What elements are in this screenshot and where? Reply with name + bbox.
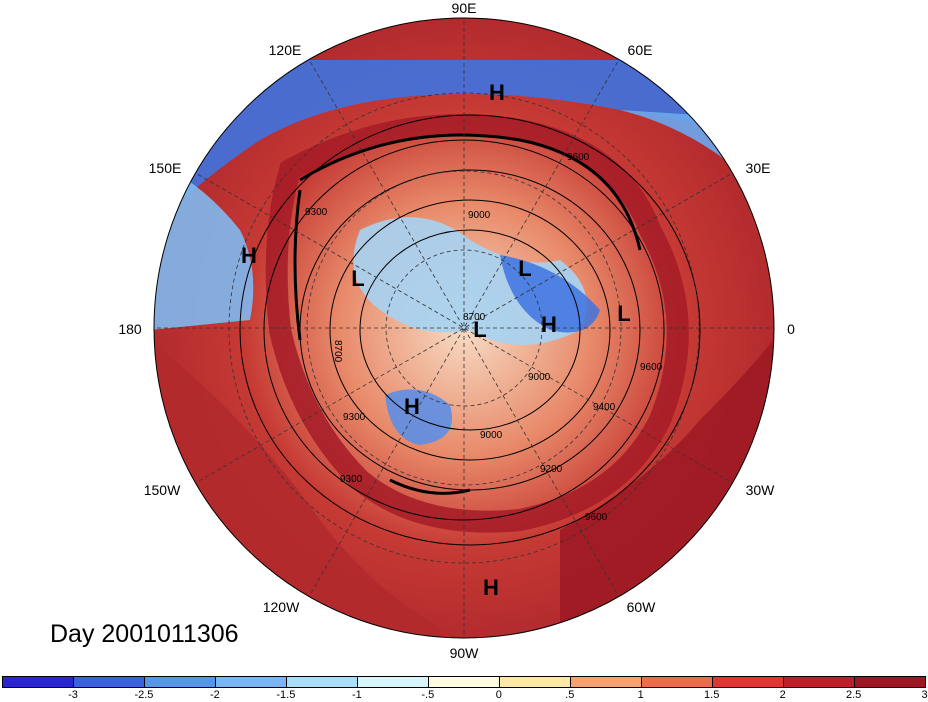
colorbar-tick-label: -3 bbox=[68, 689, 78, 701]
colorbar bbox=[2, 676, 926, 688]
low-pressure-center: L bbox=[473, 317, 487, 342]
contour-label: 9600 bbox=[640, 362, 663, 373]
high-pressure-center: H bbox=[404, 394, 420, 419]
colorbar-tick-label: 1 bbox=[637, 689, 644, 701]
lon-label-90w: 90W bbox=[449, 645, 479, 661]
lon-label-30w: 30W bbox=[745, 482, 775, 498]
warm-band bbox=[265, 114, 689, 533]
lon-label-0: 0 bbox=[787, 321, 795, 337]
colorbar-segment bbox=[429, 677, 500, 687]
colorbar-segment bbox=[642, 677, 713, 687]
colorbar-segment bbox=[784, 677, 855, 687]
contour-label: 9000 bbox=[468, 210, 491, 221]
contour-label: 9000 bbox=[480, 430, 503, 441]
low-pressure-center: L bbox=[617, 301, 631, 326]
lon-label-90e: 90E bbox=[451, 0, 477, 16]
colorbar-tick-label: .5 bbox=[565, 689, 575, 701]
colorbar-tick-label: -.5 bbox=[421, 689, 435, 701]
contour-label: 9400 bbox=[593, 402, 616, 413]
lon-label-150w: 150W bbox=[143, 482, 181, 498]
contour-label: 9000 bbox=[528, 372, 551, 383]
colorbar-tick-label: 3 bbox=[921, 689, 928, 701]
colorbar-segment bbox=[3, 677, 74, 687]
contour-label: 9600 bbox=[585, 512, 608, 523]
lon-label-120w: 120W bbox=[262, 599, 300, 615]
contour-label: 9200 bbox=[540, 464, 563, 475]
colorbar-segment bbox=[216, 677, 287, 687]
low-pressure-center: L bbox=[518, 256, 532, 281]
lon-label-120e: 120E bbox=[268, 42, 302, 58]
high-pressure-center: H bbox=[541, 312, 557, 337]
cold-anomaly-h-center bbox=[385, 389, 452, 445]
contour-label: 9600 bbox=[567, 152, 590, 163]
map-title: Day 2001011306 bbox=[50, 620, 239, 648]
colorbar-segment bbox=[74, 677, 145, 687]
contour-label: 9300 bbox=[343, 412, 366, 423]
colorbar-segment bbox=[145, 677, 216, 687]
lon-label-60w: 60W bbox=[626, 599, 656, 615]
cold-anomaly-north bbox=[154, 60, 774, 230]
colorbar-tick-label: -2.5 bbox=[134, 689, 154, 701]
contour-label: 9300 bbox=[305, 207, 328, 218]
lon-label-30e: 30E bbox=[745, 160, 771, 176]
colorbar-tick-label: -1 bbox=[351, 689, 362, 701]
colorbar-tick-label: 2.5 bbox=[845, 689, 862, 701]
colorbar-segment bbox=[500, 677, 571, 687]
lon-label-60e: 60E bbox=[627, 42, 653, 58]
high-pressure-center: H bbox=[483, 575, 499, 600]
cold-anomaly-east bbox=[500, 255, 600, 333]
colorbar-tick-label: 0 bbox=[495, 689, 502, 701]
graticule bbox=[154, 18, 774, 638]
lon-label-150e: 150E bbox=[148, 160, 182, 176]
contour-label: 8700 bbox=[463, 312, 486, 323]
colorbar-tick-label: -2 bbox=[210, 689, 220, 701]
map-boundary bbox=[153, 17, 775, 639]
high-pressure-center: H bbox=[241, 243, 257, 268]
colorbar-tick-label: -1.5 bbox=[276, 689, 296, 701]
contour-label: 9300 bbox=[340, 474, 363, 485]
low-pressure-center: L bbox=[351, 266, 365, 291]
colorbar-segment bbox=[855, 677, 925, 687]
colorbar-segment bbox=[713, 677, 784, 687]
contour-label: 8700 bbox=[332, 340, 343, 363]
colorbar-segment bbox=[358, 677, 429, 687]
colorbar-tick-label: 2 bbox=[779, 689, 786, 701]
contour-labels: 9600 9000 8700 8700 9000 9300 9200 9600 … bbox=[305, 152, 663, 523]
lon-label-180: 180 bbox=[118, 321, 142, 337]
colorbar-tick-label: 1.5 bbox=[704, 689, 720, 701]
colorbar-segment bbox=[571, 677, 642, 687]
high-pressure-center: H bbox=[489, 80, 505, 105]
colorbar-segment bbox=[287, 677, 358, 687]
